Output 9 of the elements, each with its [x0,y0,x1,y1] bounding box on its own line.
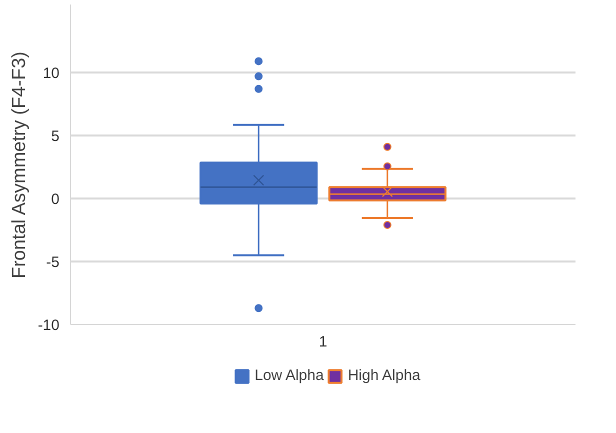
legend-label: High Alpha [348,367,420,384]
y-axis-title: Frontal Asymmetry (F4-F3) [8,52,30,279]
legend-label: Low Alpha [254,367,324,384]
x-tick-label: 1 [318,334,328,350]
y-tick-label: -5 [46,254,60,272]
y-tick-label: 10 [42,65,60,82]
y-tick-label: 5 [51,128,60,146]
y-tick-label: -10 [38,317,60,334]
y-tick-label: 0 [51,191,60,208]
